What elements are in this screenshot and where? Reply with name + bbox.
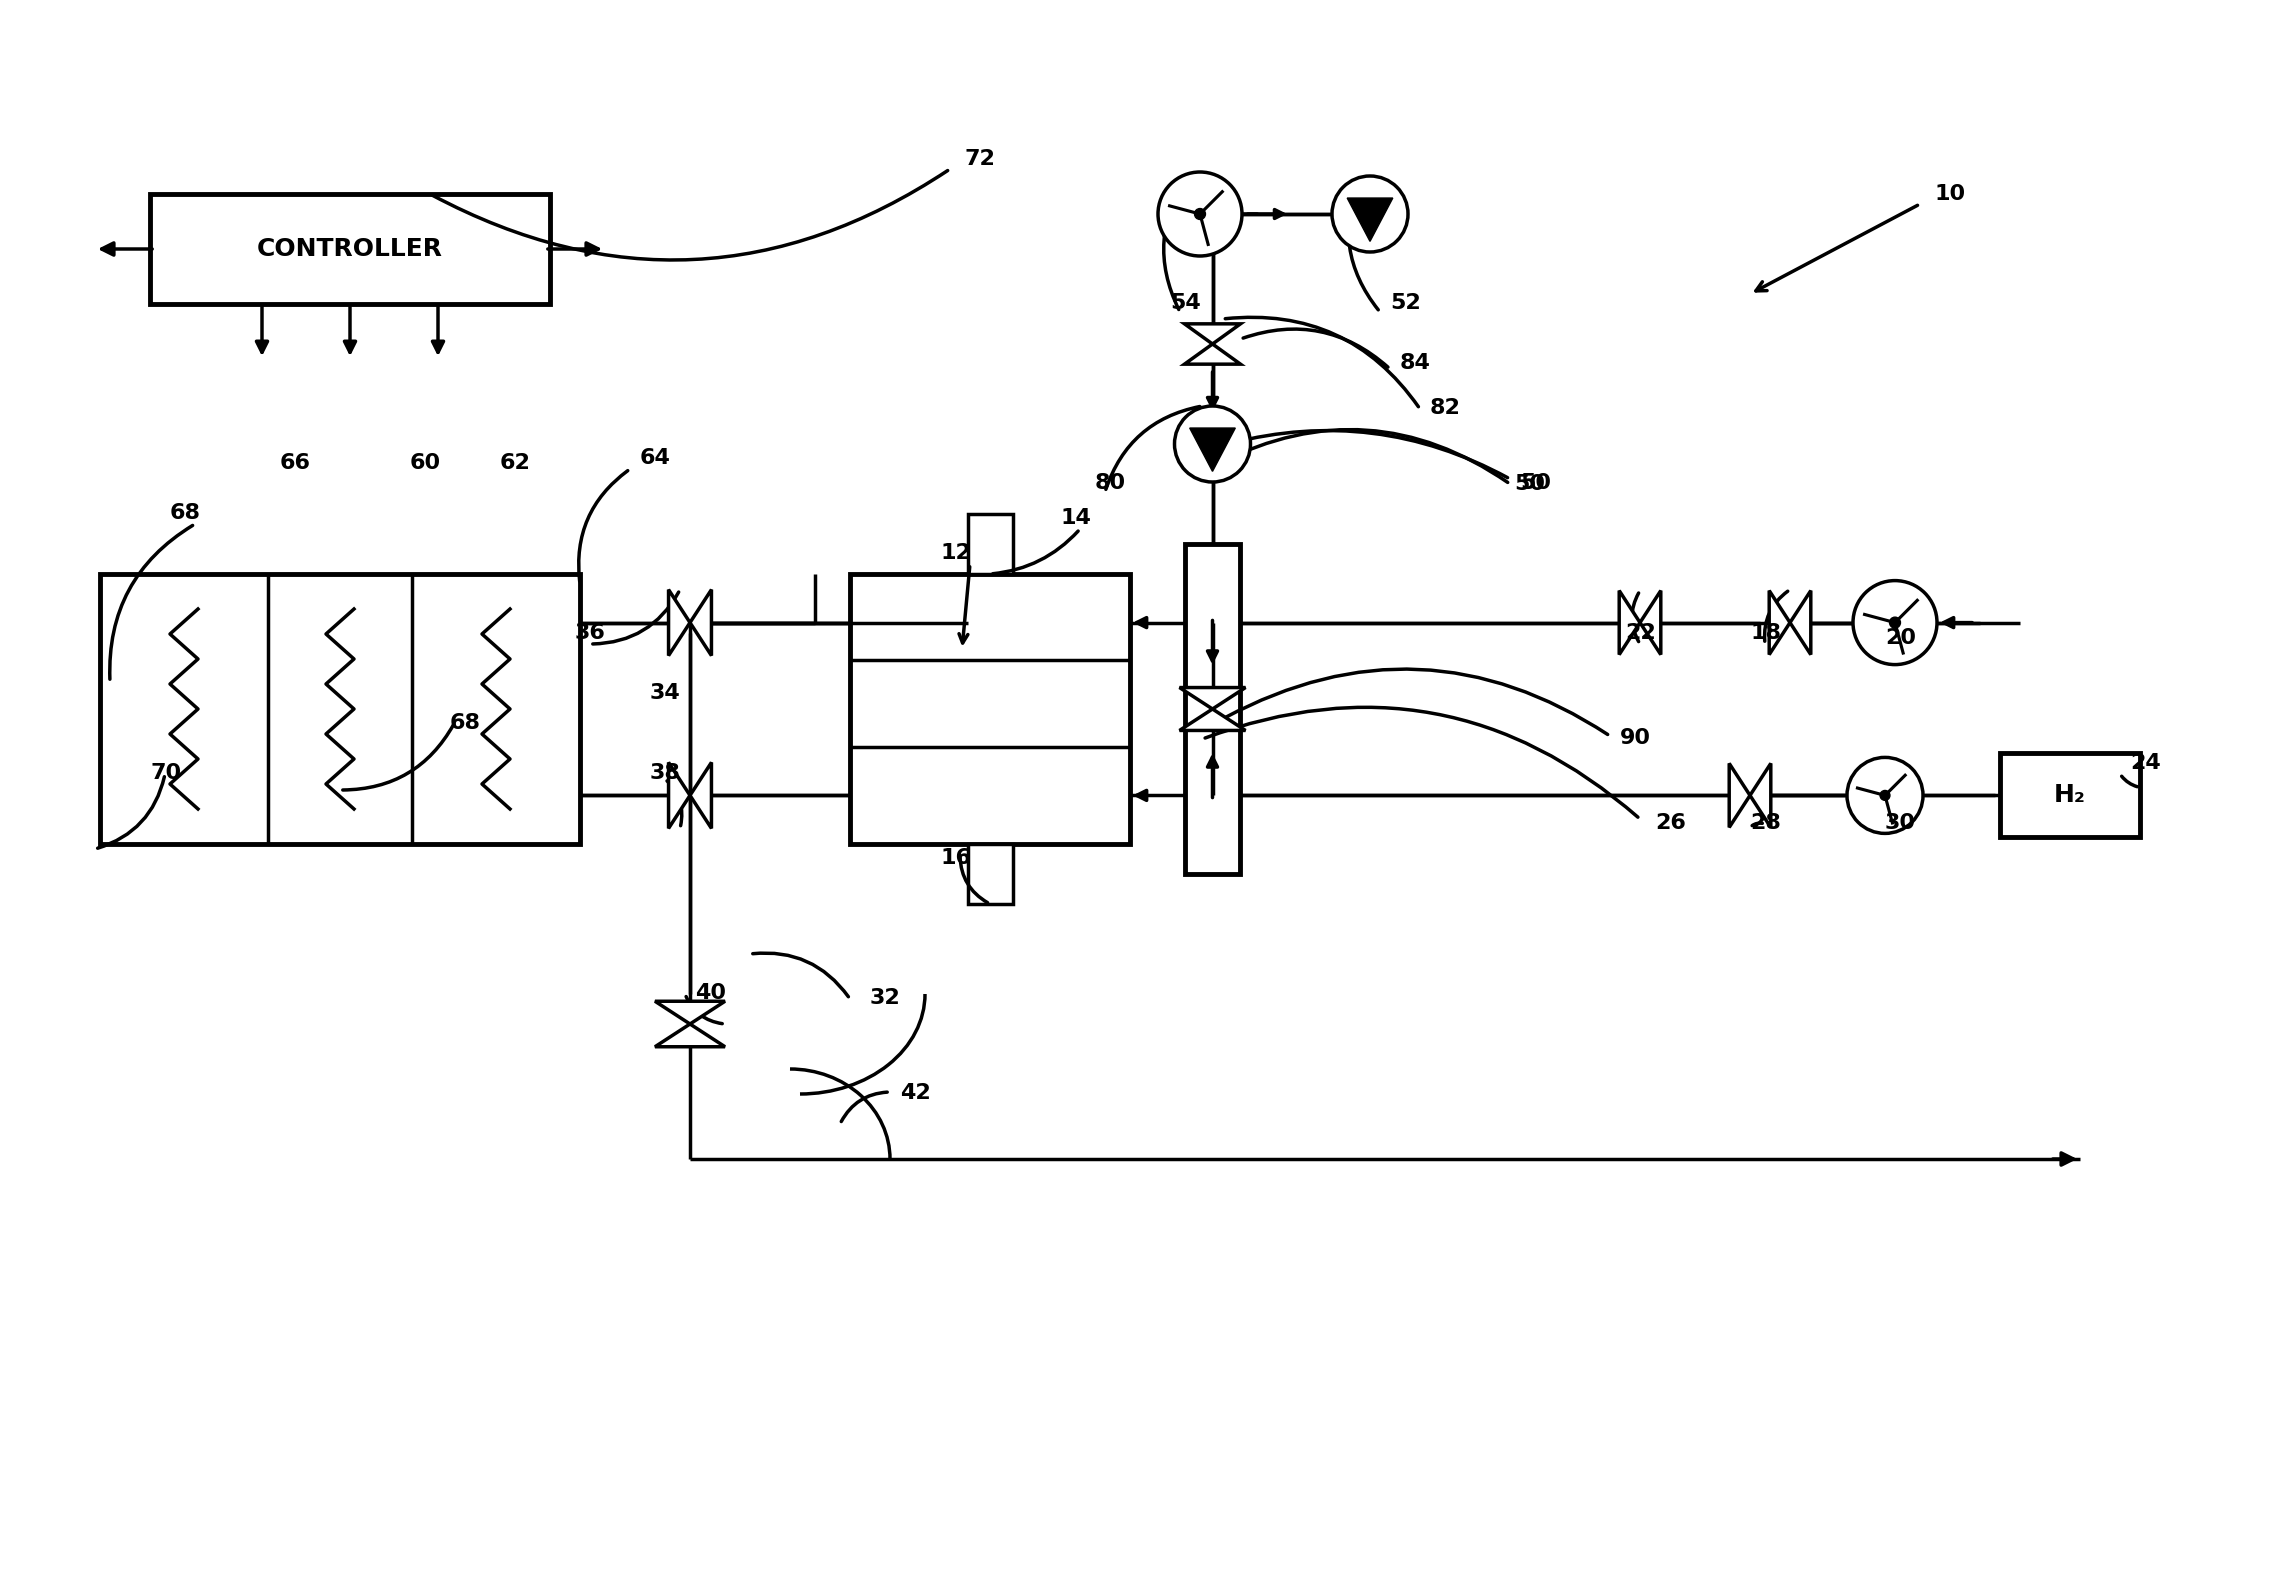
Polygon shape [1348,198,1392,241]
Circle shape [1847,757,1923,833]
Text: 84: 84 [1401,353,1431,373]
Text: 68: 68 [451,713,481,733]
Bar [151,194,549,304]
Polygon shape [655,1001,726,1025]
Text: 64: 64 [641,449,671,467]
Polygon shape [689,590,712,656]
Polygon shape [1179,688,1245,708]
Text: 22: 22 [1625,623,1655,644]
Text: 66: 66 [279,453,311,474]
Polygon shape [1183,345,1241,364]
Polygon shape [668,762,689,828]
Text: 42: 42 [900,1083,932,1103]
Text: 24: 24 [2131,752,2161,773]
Text: 36: 36 [575,623,607,644]
Bar [968,844,1012,903]
Text: 68: 68 [169,504,201,523]
Circle shape [1174,406,1250,482]
Circle shape [1879,790,1891,800]
Text: H₂: H₂ [2053,784,2085,807]
Circle shape [1888,617,1900,628]
Text: 60: 60 [410,453,442,474]
Polygon shape [668,590,689,656]
Polygon shape [1751,763,1772,828]
Text: 52: 52 [1389,293,1421,313]
Polygon shape [1190,428,1236,471]
Text: 18: 18 [1751,623,1781,644]
Bar [849,575,1131,844]
Polygon shape [1183,324,1241,345]
Polygon shape [1728,763,1751,828]
Text: 38: 38 [650,763,680,782]
Text: 50: 50 [1520,474,1552,493]
Text: 34: 34 [650,683,680,704]
Text: 10: 10 [1934,184,1966,205]
Polygon shape [655,1025,726,1047]
Text: 54: 54 [1170,293,1202,313]
Text: 32: 32 [870,988,902,1007]
Text: 14: 14 [1060,508,1092,527]
Polygon shape [1639,590,1662,655]
Text: 82: 82 [1431,398,1460,419]
Polygon shape [1790,590,1811,655]
Circle shape [1854,581,1936,664]
Circle shape [1332,176,1408,252]
Text: 16: 16 [941,848,971,867]
Circle shape [1195,208,1206,219]
Bar [2001,754,2140,837]
Polygon shape [1618,590,1639,655]
Text: 80: 80 [1094,474,1126,493]
Circle shape [1158,172,1243,257]
Text: 26: 26 [1655,814,1687,833]
Text: 20: 20 [1886,628,1916,648]
Text: 40: 40 [696,984,726,1003]
Bar [968,515,1012,575]
Polygon shape [1179,708,1245,730]
Polygon shape [1769,590,1790,655]
Polygon shape [689,762,712,828]
Text: 62: 62 [499,453,531,474]
Bar [1186,545,1241,874]
Text: 12: 12 [941,543,971,563]
Text: 50: 50 [1515,474,1545,494]
Text: 70: 70 [151,763,181,782]
Text: 30: 30 [1886,814,1916,833]
Bar [101,575,579,844]
Text: 28: 28 [1751,814,1781,833]
Text: CONTROLLER: CONTROLLER [256,238,444,261]
Text: 72: 72 [964,150,996,168]
Text: 90: 90 [1621,729,1650,748]
